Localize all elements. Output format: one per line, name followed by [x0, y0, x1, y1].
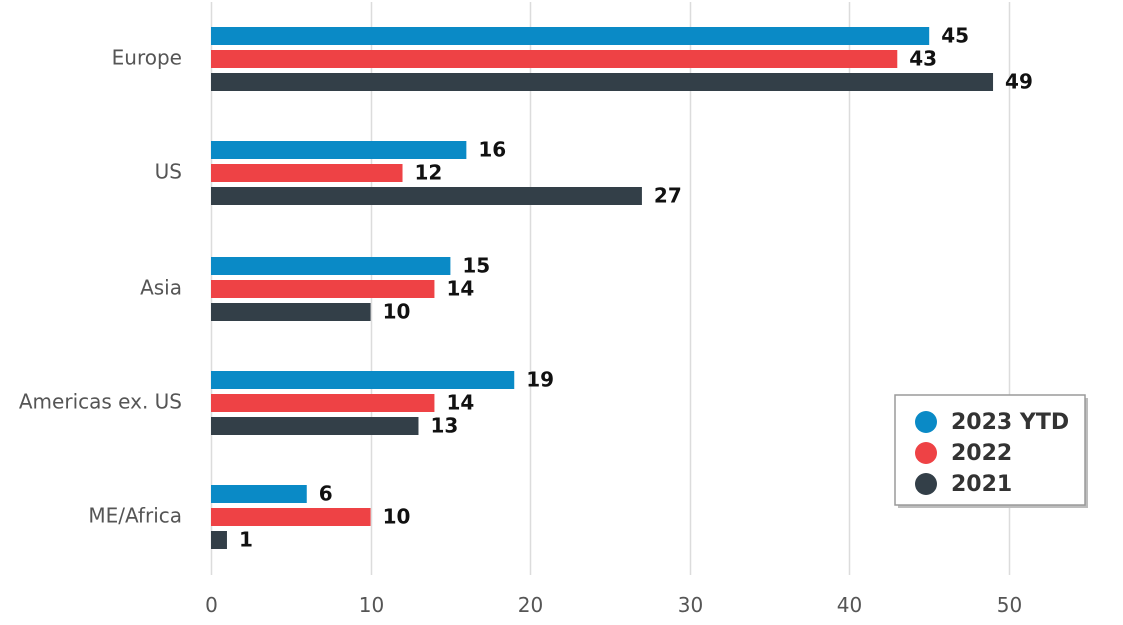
- legend-marker-2022: [915, 442, 937, 464]
- bar-me-africa-2021: [211, 531, 227, 549]
- data-label-us-2022: 12: [415, 161, 443, 185]
- legend-marker-2021: [915, 473, 937, 495]
- data-label-asia-2022: 14: [446, 277, 474, 301]
- bar-me-africa-2022: [211, 508, 371, 526]
- bar-me-africa-2023-ytd: [211, 485, 307, 503]
- category-label-us: US: [155, 160, 182, 184]
- category-label-me-africa: ME/Africa: [88, 504, 182, 528]
- data-label-europe-2022: 43: [909, 47, 937, 71]
- legend-label-2021: 2021: [951, 472, 1012, 497]
- category-label-europe: Europe: [112, 46, 182, 70]
- legend-label-2023-ytd: 2023 YTD: [951, 410, 1069, 435]
- data-label-americas-ex-us-2021: 13: [430, 414, 458, 438]
- x-tick-label-50: 50: [997, 593, 1022, 617]
- data-label-me-africa-2023-ytd: 6: [319, 482, 333, 506]
- bar-asia-2021: [211, 303, 371, 321]
- data-label-europe-2021: 49: [1005, 70, 1033, 94]
- bar-us-2022: [211, 164, 403, 182]
- bar-americas-ex-us-2023-ytd: [211, 371, 515, 389]
- x-tick-label-30: 30: [678, 593, 703, 617]
- labels-layer: 45 16 15 19 6 43 12 14 14 10 49 27 10 13 1: [239, 24, 1033, 552]
- data-label-us-2023-ytd: 16: [478, 138, 506, 162]
- category-label-americas-ex-us: Americas ex. US: [19, 390, 182, 414]
- bar-europe-2022: [211, 50, 898, 68]
- data-label-americas-ex-us-2023-ytd: 19: [526, 368, 554, 392]
- bar-asia-2023-ytd: [211, 257, 451, 275]
- bar-americas-ex-us-2022: [211, 394, 435, 412]
- data-label-us-2021: 27: [654, 184, 682, 208]
- bar-europe-2023-ytd: [211, 27, 930, 45]
- x-tick-label-0: 0: [205, 593, 218, 617]
- bar-americas-ex-us-2021: [211, 417, 419, 435]
- bar-europe-2021: [211, 73, 994, 91]
- grid-layer: [210, 2, 1011, 575]
- legend-marker-2023-ytd: [915, 411, 937, 433]
- bar-us-2023-ytd: [211, 141, 467, 159]
- data-label-asia-2021: 10: [383, 300, 411, 324]
- legend-label-2022: 2022: [951, 441, 1012, 466]
- bar-asia-2022: [211, 280, 435, 298]
- x-tick-label-40: 40: [837, 593, 862, 617]
- legend: 2023 YTD 2022 2021: [894, 394, 1088, 508]
- x-tick-label-20: 20: [518, 593, 543, 617]
- x-tick-label-10: 10: [359, 593, 384, 617]
- bars-layer: [211, 27, 994, 549]
- data-label-asia-2023-ytd: 15: [462, 254, 490, 278]
- data-label-me-africa-2021: 1: [239, 528, 253, 552]
- data-label-europe-2023-ytd: 45: [941, 24, 969, 48]
- axis-layer: 0 10 20 30 40 50 Europe US Asia Americas ex. US ME…: [19, 46, 1022, 618]
- data-label-me-africa-2022: 10: [383, 505, 411, 529]
- data-label-americas-ex-us-2022: 14: [446, 391, 474, 415]
- category-label-asia: Asia: [140, 276, 182, 300]
- bar-us-2021: [211, 187, 642, 205]
